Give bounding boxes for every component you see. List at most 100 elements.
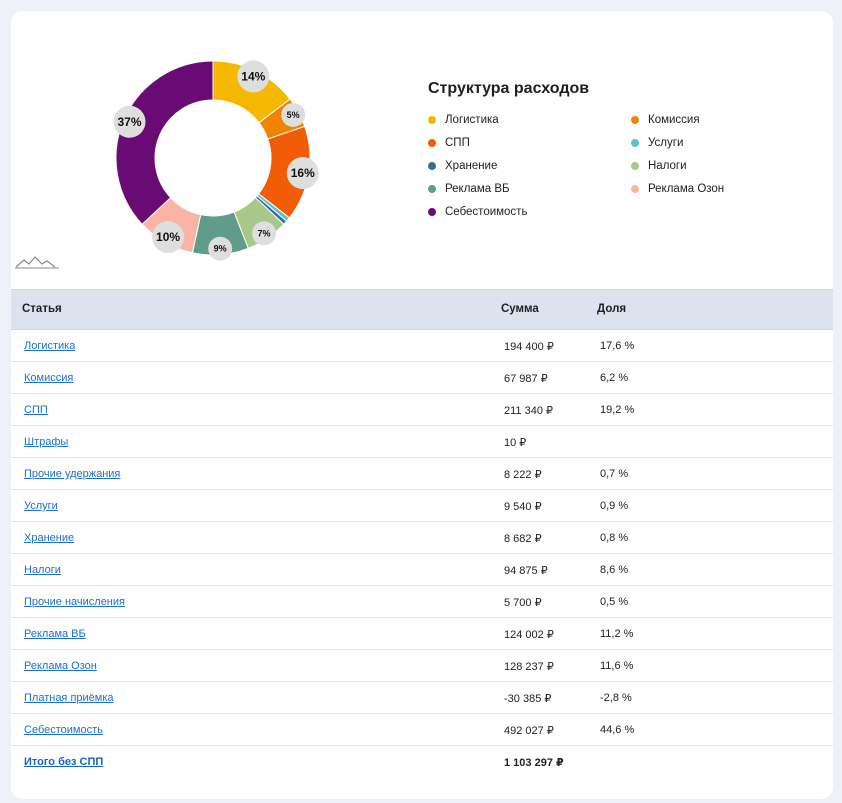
slice-label: 9% — [214, 244, 227, 254]
row-sum: 67 987 ₽ — [504, 373, 548, 385]
row-share: 11,6 % — [600, 660, 634, 672]
slice-label: 14% — [241, 69, 265, 83]
row-sum: 9 540 ₽ — [504, 501, 542, 513]
row-name-link[interactable]: Себестоимость — [24, 724, 103, 736]
legend-item[interactable]: Себестоимость — [428, 206, 527, 218]
slice-label: 10% — [156, 230, 180, 244]
table-row: Хранение 8 682 ₽ 0,8 % — [11, 522, 833, 554]
row-name-link[interactable]: Логистика — [24, 340, 76, 352]
row-sum: 492 027 ₽ — [504, 725, 554, 737]
row-sum: 124 002 ₽ — [504, 629, 554, 641]
row-sum: 8 222 ₽ — [504, 469, 542, 481]
row-name-link[interactable]: Налоги — [24, 564, 61, 576]
slice-label-bubble — [286, 157, 319, 190]
row-name-link[interactable]: Услуги — [24, 500, 58, 512]
legend-label: Услуги — [648, 137, 684, 149]
table-row: Услуги 9 540 ₽ 0,9 % — [11, 490, 833, 522]
row-name-link[interactable]: Хранение — [24, 532, 75, 544]
row-sum: 10 ₽ — [504, 437, 527, 449]
legend-dot — [631, 162, 639, 170]
legend-item[interactable]: Реклама Озон — [631, 183, 724, 195]
table-row: Реклама ВБ 124 002 ₽ 11,2 % — [11, 618, 833, 650]
table-row: Логистика 194 400 ₽ 17,6 % — [11, 330, 833, 362]
slice-label-bubble — [113, 105, 146, 138]
legend-dot — [428, 162, 436, 170]
table-row: Штрафы 10 ₽ — [11, 426, 833, 458]
row-name-link[interactable]: СПП — [24, 404, 48, 416]
donut-chart: 14% 5% 16% 7% 9% 10% 37% — [113, 60, 319, 261]
row-share: 0,8 % — [600, 532, 629, 544]
chart-area: 14% 5% 16% 7% 9% 10% 37% Структура расходов Ло… — [11, 11, 833, 289]
legend-item[interactable]: Налоги — [631, 160, 687, 172]
row-share: 44,6 % — [600, 724, 635, 736]
row-name-link[interactable]: Прочие начисления — [24, 596, 125, 608]
legend-label: Себестоимость — [445, 206, 528, 218]
legend-label: Логистика — [445, 114, 499, 126]
total-sum: 1 103 297 ₽ — [504, 757, 564, 769]
table-row: СПП 211 340 ₽ 19,2 % — [11, 394, 833, 426]
legend-item[interactable]: Хранение — [428, 160, 497, 172]
legend-item[interactable]: СПП — [428, 137, 470, 149]
legend-label: Налоги — [648, 160, 687, 172]
slice-label: 7% — [258, 228, 271, 238]
legend-label: Реклама ВБ — [445, 183, 510, 195]
row-name-link[interactable]: Реклама ВБ — [24, 628, 86, 640]
row-name-link[interactable]: Реклама Озон — [24, 660, 97, 672]
legend-label: СПП — [445, 137, 470, 149]
row-sum: 94 875 ₽ — [504, 565, 548, 577]
row-share: 8,6 % — [600, 564, 629, 576]
row-sum: 211 340 ₽ — [504, 405, 554, 417]
legend-dot — [428, 208, 436, 216]
table-body: Логистика 194 400 ₽ 17,6 % Комиссия 67 987 ₽… — [11, 330, 833, 746]
row-sum: -30 385 ₽ — [504, 693, 552, 705]
table-row: Прочие удержания 8 222 ₽ 0,7 % — [11, 458, 833, 490]
row-share: 17,6 % — [600, 340, 635, 352]
table-row: Прочие начисления 5 700 ₽ 0,5 % — [11, 586, 833, 618]
slice-label: 16% — [291, 166, 315, 180]
legend-label: Хранение — [445, 160, 498, 172]
table-header: Статья Сумма Доля — [11, 289, 833, 330]
row-name-link[interactable]: Прочие удержания — [24, 468, 121, 480]
table-row-total: Итого без СПП 1 103 297 ₽ — [11, 746, 833, 777]
legend-item[interactable]: Услуги — [631, 137, 683, 149]
row-name-link[interactable]: Платная приёмка — [24, 692, 114, 704]
table-row: Платная приёмка -30 385 ₽ -2,8 % — [11, 682, 833, 714]
legend-dot — [428, 116, 436, 124]
legend-item[interactable]: Комиссия — [631, 114, 700, 126]
legend-label: Комиссия — [648, 114, 700, 126]
table-row: Реклама Озон 128 237 ₽ 11,6 % — [11, 650, 833, 682]
header-sum: Сумма — [501, 303, 539, 315]
legend-item[interactable]: Логистика — [428, 114, 499, 126]
slice-label-bubble — [152, 221, 185, 254]
slice-label-bubble — [281, 102, 306, 127]
table-row: Себестоимость 492 027 ₽ 44,6 % — [11, 714, 833, 746]
row-share: 19,2 % — [600, 404, 635, 416]
row-share: 0,9 % — [600, 500, 629, 512]
legend-dot — [631, 139, 639, 147]
row-sum: 128 237 ₽ — [504, 661, 554, 673]
legend-dot — [428, 139, 436, 147]
row-share: 6,2 % — [600, 372, 629, 384]
table-row: Налоги 94 875 ₽ 8,6 % — [11, 554, 833, 586]
row-share: 0,7 % — [600, 468, 629, 480]
row-share: -2,8 % — [600, 692, 632, 704]
donut-slice[interactable] — [115, 60, 214, 225]
row-share: 11,2 % — [600, 628, 634, 640]
legend-dot — [428, 185, 436, 193]
slice-label-bubble — [208, 236, 233, 261]
legend-dot — [631, 116, 639, 124]
slice-label-bubble — [237, 60, 270, 93]
header-share: Доля — [597, 303, 627, 315]
slice-label: 37% — [118, 115, 142, 129]
legend-item[interactable]: Реклама ВБ — [428, 183, 510, 195]
slice-label: 5% — [287, 110, 300, 120]
legend-label: Реклама Озон — [648, 183, 725, 195]
row-name-link[interactable]: Комиссия — [24, 372, 74, 384]
header-name: Статья — [22, 303, 62, 315]
total-link[interactable]: Итого без СПП — [24, 756, 104, 768]
row-name-link[interactable]: Штрафы — [24, 436, 69, 448]
row-share: 0,5 % — [600, 596, 629, 608]
expenses-card: 14% 5% 16% 7% 9% 10% 37% Структура расходов Ло… — [11, 11, 833, 799]
row-sum: 8 682 ₽ — [504, 533, 542, 545]
legend-dot — [631, 185, 639, 193]
